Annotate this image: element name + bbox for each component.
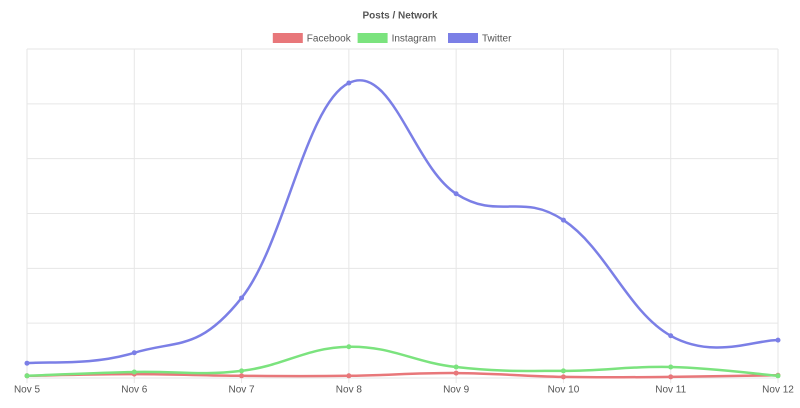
point (560, 217, 566, 223)
point (131, 369, 137, 375)
legend-swatch (357, 33, 388, 43)
legend-label: Instagram (392, 34, 436, 45)
legend-label: Twitter (482, 34, 512, 45)
point (24, 360, 30, 366)
x-tick-label: Nov 10 (548, 385, 580, 396)
x-tick-label: Nov 6 (121, 385, 148, 396)
x-tick-label: Nov 5 (14, 385, 41, 396)
point (239, 373, 245, 379)
point (453, 364, 459, 370)
point (560, 368, 566, 374)
series-line (26, 79, 779, 365)
point (346, 344, 352, 350)
x-tick-label: Nov 12 (762, 385, 794, 396)
point (346, 80, 352, 86)
point (668, 364, 674, 370)
legend-swatch (448, 33, 478, 43)
point (775, 373, 781, 379)
x-tick-label: Nov 8 (336, 385, 363, 396)
point (668, 333, 674, 339)
point (346, 373, 352, 379)
point (24, 373, 30, 379)
legend-label: Facebook (307, 34, 352, 45)
point (453, 191, 459, 197)
point (668, 374, 674, 380)
chart-title: Posts / Network (362, 11, 437, 22)
series-line (26, 371, 779, 379)
point (560, 374, 566, 380)
point (131, 350, 137, 356)
point (239, 295, 245, 301)
legend-swatch (272, 33, 303, 43)
point (775, 337, 781, 343)
point (453, 370, 459, 376)
x-tick-label: Nov 9 (443, 385, 470, 396)
x-tick-label: Nov 7 (229, 385, 256, 396)
series-line (26, 345, 779, 378)
point (239, 368, 245, 374)
x-tick-label: Nov 11 (655, 385, 686, 396)
